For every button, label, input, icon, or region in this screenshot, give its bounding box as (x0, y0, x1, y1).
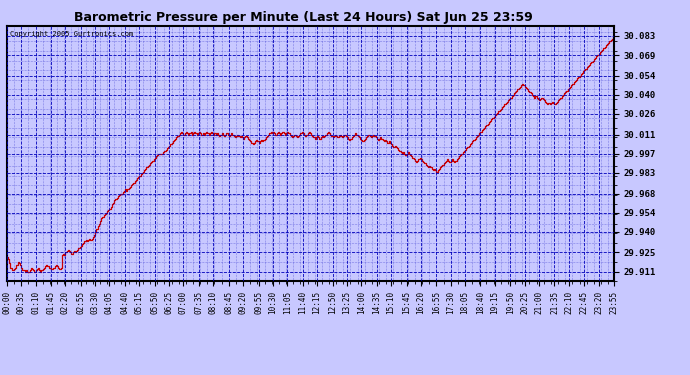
Text: Barometric Pressure per Minute (Last 24 Hours) Sat Jun 25 23:59: Barometric Pressure per Minute (Last 24 … (75, 11, 533, 24)
Text: Copyright 2005 Gurtronics.com: Copyright 2005 Gurtronics.com (10, 32, 133, 38)
